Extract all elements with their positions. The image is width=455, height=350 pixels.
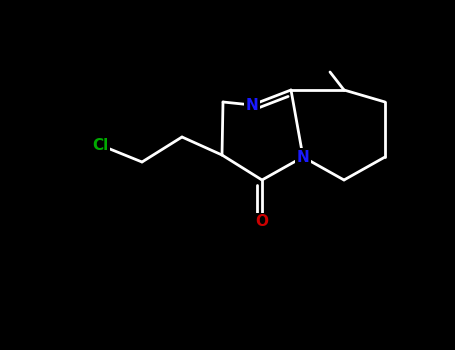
Text: N: N	[297, 149, 309, 164]
Text: N: N	[246, 98, 258, 112]
Text: Cl: Cl	[92, 138, 108, 153]
Text: O: O	[256, 215, 268, 230]
